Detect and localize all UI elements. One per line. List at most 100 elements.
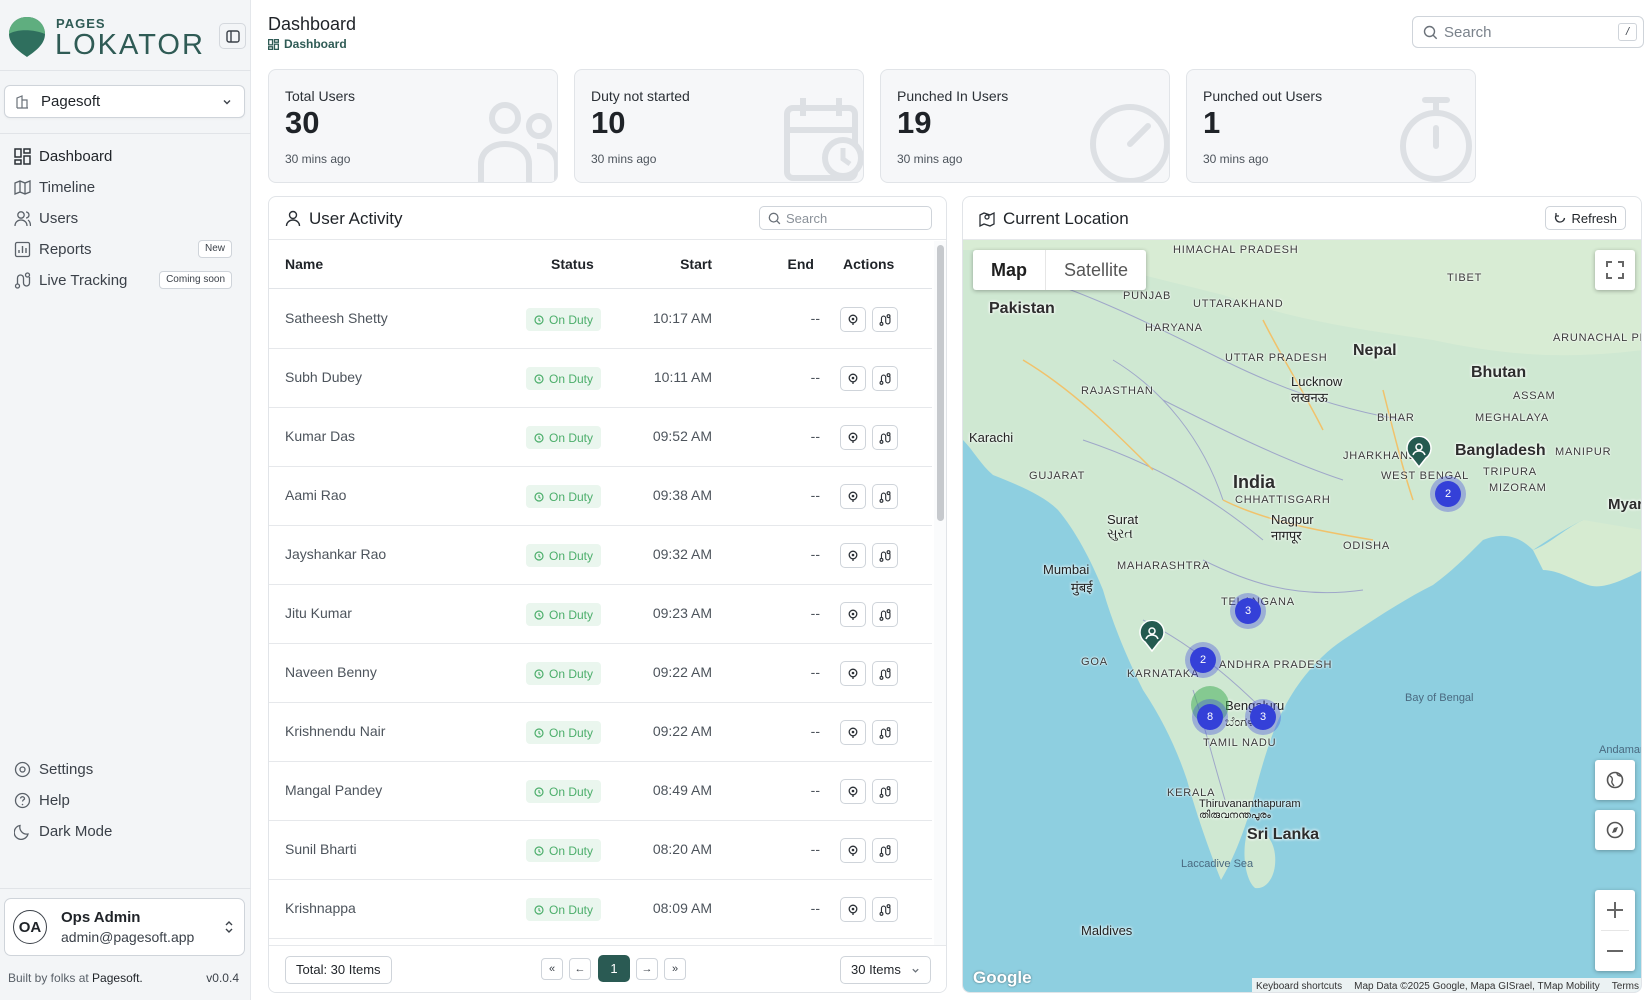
dark-mode-toggle[interactable]: Dark Mode xyxy=(14,817,240,845)
locate-button[interactable] xyxy=(840,366,866,391)
scrollbar-thumb[interactable] xyxy=(937,245,944,521)
locate-button[interactable] xyxy=(840,661,866,686)
map-label: Mumbai xyxy=(1043,562,1090,577)
terms-link[interactable]: Terms xyxy=(1611,980,1639,992)
sidebar-item-reports[interactable]: Reports New xyxy=(14,235,240,263)
global-search[interactable]: / xyxy=(1412,16,1644,48)
user-name-cell[interactable]: Kumar Das xyxy=(285,428,356,444)
activity-search-input[interactable] xyxy=(786,210,916,226)
status-text: On Duty xyxy=(549,902,594,917)
brand-logo[interactable]: PAGES LOKATOR xyxy=(8,15,203,61)
user-name-cell[interactable]: Mangal Pandey xyxy=(285,782,383,798)
route-button[interactable] xyxy=(872,661,898,686)
locate-button[interactable] xyxy=(840,838,866,863)
current-page-button[interactable]: 1 xyxy=(598,955,630,982)
user-name-cell[interactable]: Jayshankar Rao xyxy=(285,546,387,562)
user-name-cell[interactable]: Satheesh Shetty xyxy=(285,310,388,326)
map-cluster[interactable]: 2 xyxy=(1430,476,1466,512)
globe-button[interactable] xyxy=(1595,760,1635,800)
user-location-pin-icon[interactable] xyxy=(1139,620,1165,652)
org-selector[interactable]: Pagesoft xyxy=(4,85,245,118)
stat-updated: 30 mins ago xyxy=(1203,152,1269,166)
map-label: Bhutan xyxy=(1471,364,1527,381)
route-button[interactable] xyxy=(872,897,898,922)
table-scrollbar[interactable] xyxy=(934,241,946,945)
zoom-out-button[interactable] xyxy=(1595,931,1635,971)
locate-button[interactable] xyxy=(840,897,866,922)
map-cluster[interactable]: 3 xyxy=(1245,699,1281,735)
user-name-cell[interactable]: Jitu Kumar xyxy=(285,605,352,621)
search-input[interactable] xyxy=(1444,23,1614,41)
table-row[interactable]: Subh Dubey On Duty 10:11 AM -- xyxy=(269,349,932,408)
route-button[interactable] xyxy=(872,366,898,391)
first-page-button[interactable]: « xyxy=(541,958,563,980)
table-row[interactable]: Jayshankar Rao On Duty 09:32 AM -- xyxy=(269,526,932,585)
route-button[interactable] xyxy=(872,602,898,627)
my-location-button[interactable] xyxy=(1595,810,1635,850)
route-button[interactable] xyxy=(872,779,898,804)
fullscreen-button[interactable] xyxy=(1595,250,1635,290)
map-tab-map[interactable]: Map xyxy=(991,260,1027,280)
table-row[interactable]: Aami Rao On Duty 09:38 AM -- xyxy=(269,467,932,526)
chevron-down-icon xyxy=(223,100,231,105)
map-cluster[interactable]: 8 xyxy=(1192,699,1228,735)
route-button[interactable] xyxy=(872,543,898,568)
next-page-button[interactable]: → xyxy=(636,958,658,980)
table-row[interactable]: Krishnappa On Duty 08:09 AM -- xyxy=(269,880,932,939)
user-name-cell[interactable]: Krishnappa xyxy=(285,900,356,916)
locate-button[interactable] xyxy=(840,602,866,627)
sidebar-item-timeline[interactable]: Timeline xyxy=(14,173,240,201)
keyboard-shortcuts-link[interactable]: Keyboard shortcuts xyxy=(1255,980,1343,992)
locate-button[interactable] xyxy=(840,720,866,745)
user-name-cell[interactable]: Sunil Bharti xyxy=(285,841,357,857)
column-start[interactable]: Start xyxy=(680,256,712,272)
user-name-cell[interactable]: Naveen Benny xyxy=(285,664,377,680)
map-view[interactable]: Map Satellite TIBET Pakistan HIMACHAL PR… xyxy=(963,240,1641,992)
table-row[interactable]: Kumar Das On Duty 09:52 AM -- xyxy=(269,408,932,467)
map-tab-satellite[interactable]: Satellite xyxy=(1045,250,1146,290)
prev-page-button[interactable]: ← xyxy=(569,958,591,980)
map-cluster[interactable]: 3 xyxy=(1230,593,1266,629)
route-button[interactable] xyxy=(872,484,898,509)
sidebar-item-settings[interactable]: Settings xyxy=(14,755,240,783)
table-row[interactable]: Satheesh Shetty On Duty 10:17 AM -- xyxy=(269,290,932,349)
user-name-cell[interactable]: Aami Rao xyxy=(285,487,347,503)
locate-button[interactable] xyxy=(840,543,866,568)
activity-search[interactable] xyxy=(759,206,932,230)
column-end[interactable]: End xyxy=(787,256,814,272)
sidebar-item-users[interactable]: Users xyxy=(14,204,240,232)
table-row[interactable]: Jitu Kumar On Duty 09:23 AM -- xyxy=(269,585,932,644)
table-row[interactable]: Naveen Benny On Duty 09:22 AM -- xyxy=(269,644,932,703)
breadcrumb[interactable]: Dashboard xyxy=(268,37,347,51)
sidebar-item-help[interactable]: Help xyxy=(14,786,240,814)
end-time: -- xyxy=(810,605,820,621)
route-button[interactable] xyxy=(872,307,898,332)
sidebar-item-dashboard[interactable]: Dashboard xyxy=(14,142,240,170)
refresh-button[interactable]: Refresh xyxy=(1545,206,1626,230)
table-row[interactable]: Sunil Bharti On Duty 08:20 AM -- xyxy=(269,821,932,880)
table-row[interactable]: Krishnendu Nair On Duty 09:22 AM -- xyxy=(269,703,932,762)
last-page-button[interactable]: » xyxy=(664,958,686,980)
route-button[interactable] xyxy=(872,838,898,863)
clock-icon xyxy=(534,491,544,502)
column-name[interactable]: Name xyxy=(285,256,324,272)
sidebar-item-live-tracking[interactable]: Live Tracking Coming soon xyxy=(14,266,240,294)
user-menu[interactable]: OA Ops Admin admin@pagesoft.app xyxy=(4,898,245,956)
locate-button[interactable] xyxy=(840,425,866,450)
locate-button[interactable] xyxy=(840,307,866,332)
locate-button[interactable] xyxy=(840,484,866,509)
user-location-pin-icon[interactable] xyxy=(1406,436,1432,468)
column-status[interactable]: Status xyxy=(551,256,594,272)
zoom-in-button[interactable] xyxy=(1595,890,1635,930)
app-version: v0.0.4 xyxy=(206,971,239,985)
sidebar-toggle-button[interactable] xyxy=(219,23,246,49)
locate-button[interactable] xyxy=(840,779,866,804)
map-cluster[interactable]: 2 xyxy=(1185,642,1221,678)
route-button[interactable] xyxy=(872,425,898,450)
built-company-link[interactable]: Pagesoft. xyxy=(92,971,143,985)
table-row[interactable]: Mangal Pandey On Duty 08:49 AM -- xyxy=(269,762,932,821)
user-name-cell[interactable]: Subh Dubey xyxy=(285,369,363,385)
page-size-select[interactable]: 30 Items xyxy=(840,956,931,984)
route-button[interactable] xyxy=(872,720,898,745)
user-name-cell[interactable]: Krishnendu Nair xyxy=(285,723,386,739)
